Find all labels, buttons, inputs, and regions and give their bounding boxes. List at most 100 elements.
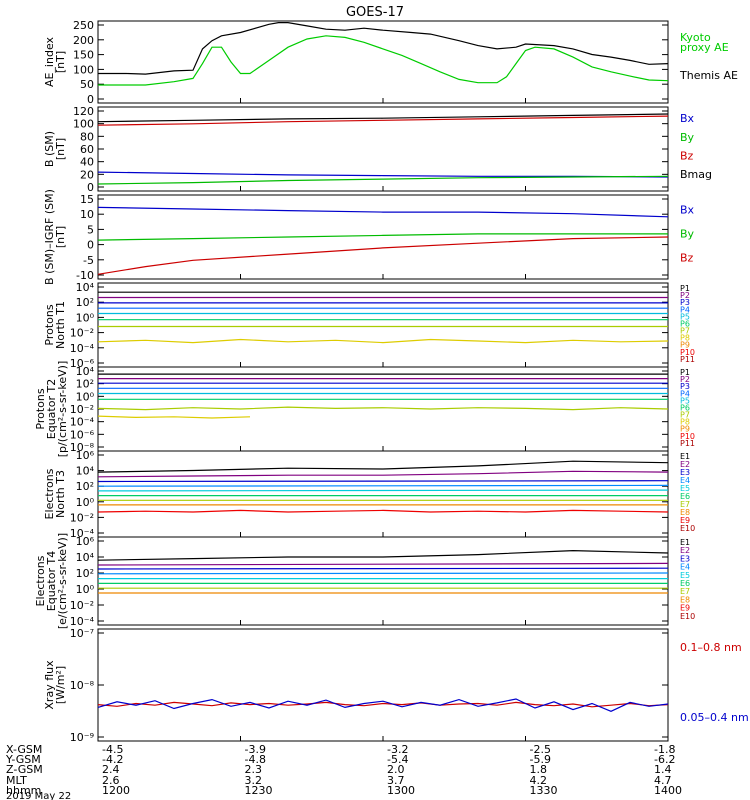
y-tick-label: 10⁻² <box>70 511 94 524</box>
bottom-axis-value: 4.2 <box>530 774 548 787</box>
y-tick-label: 40 <box>80 156 94 169</box>
panel-ylabel: North T1 <box>54 301 67 349</box>
y-tick-label: 5 <box>87 223 94 236</box>
panel-frame <box>97 194 669 280</box>
y-tick-label: 10² <box>76 567 94 580</box>
legend-entry: Bx <box>680 203 695 216</box>
y-tick-label: -10 <box>76 269 94 282</box>
y-tick-label: 10⁻² <box>70 403 94 416</box>
legend-entry: Bz <box>680 150 694 163</box>
y-tick-label: 60 <box>80 143 94 156</box>
y-tick-label: 0 <box>87 181 94 194</box>
legend-entry: P3 <box>680 298 690 307</box>
bottom-axis-value: -1.8 <box>654 743 675 756</box>
panel-data <box>97 460 669 513</box>
y-tick-label: 10⁻² <box>70 327 94 340</box>
legend-entry: P2 <box>680 375 690 384</box>
y-tick-label: 10⁴ <box>76 281 95 294</box>
y-tick-label: 10⁴ <box>76 465 95 478</box>
bottom-axis-value: -4.5 <box>102 743 123 756</box>
series-line <box>97 206 669 218</box>
bottom-axis-value: -4.2 <box>102 753 123 766</box>
y-tick-label: 10⁻⁸ <box>70 441 95 454</box>
panel-ylabel: [e/(cm²-s-sr-keV)] <box>56 533 69 629</box>
y-tick-label: 10⁻⁶ <box>70 428 95 441</box>
y-tick-label: 10⁻⁹ <box>70 731 94 744</box>
y-tick-label: 150 <box>73 49 94 62</box>
legend-entry: E7 <box>680 500 690 509</box>
series-line <box>97 549 669 561</box>
legend-entry: E8 <box>680 595 690 604</box>
series-line <box>97 415 251 419</box>
bottom-axis-value: 4.7 <box>654 774 672 787</box>
panel-ylabel: North T3 <box>54 470 67 518</box>
panel-data <box>97 113 669 185</box>
bottom-axis-value: 1200 <box>102 784 130 797</box>
legend-entry: E6 <box>680 492 690 501</box>
y-tick-label: 0 <box>87 239 94 252</box>
legend-entry: P3 <box>680 382 690 391</box>
panel-ylabel: [nT] <box>54 138 67 160</box>
y-tick-label: 0 <box>87 93 94 106</box>
series-line <box>97 115 669 126</box>
legend-entry: Bmag <box>680 168 712 181</box>
panel-data <box>97 206 669 275</box>
y-tick-label: 120 <box>73 105 94 118</box>
legend-entry: E9 <box>680 516 690 525</box>
y-tick-label: 10⁻⁴ <box>70 342 95 355</box>
bottom-axis-value: 3.2 <box>245 774 263 787</box>
bottom-axis-value: 2.4 <box>102 763 120 776</box>
y-tick-label: 10⁻⁶ <box>70 357 95 370</box>
series-line <box>97 480 669 483</box>
chart-title: GOES-17 <box>346 5 404 20</box>
bottom-axis-value: 1.8 <box>530 763 548 776</box>
legend-entry: E10 <box>680 612 695 621</box>
y-tick-label: 100 <box>73 63 94 76</box>
legend-entry: E4 <box>680 476 690 485</box>
panel-ylabel: Protons <box>34 388 47 429</box>
legend-entry: By <box>680 227 695 240</box>
legend-entry: proxy AE <box>680 41 729 54</box>
series-line <box>97 113 669 123</box>
legend-entry: P4 <box>680 305 690 314</box>
legend-entry: E7 <box>680 587 690 596</box>
bottom-axis-value: 1.4 <box>654 763 672 776</box>
bottom-axis-value: 1230 <box>245 784 273 797</box>
panel-ylabel: Electrons <box>43 468 56 519</box>
series-line <box>97 406 669 411</box>
legend-entry: P7 <box>680 327 690 336</box>
series-line <box>97 509 669 513</box>
y-tick-label: 15 <box>80 193 94 206</box>
legend-entry: E3 <box>680 468 690 477</box>
bottom-axis-value: 2.3 <box>245 763 263 776</box>
legend-entry: E5 <box>680 484 690 493</box>
bottom-axis-value: 2.0 <box>387 763 405 776</box>
y-tick-label: 10⁻⁸ <box>70 679 95 692</box>
y-tick-label: 250 <box>73 19 94 32</box>
legend-entry: P11 <box>680 355 695 364</box>
legend-entry: E10 <box>680 524 695 533</box>
y-tick-label: 10⁻⁴ <box>70 615 95 628</box>
legend-entry: P9 <box>680 341 690 350</box>
panel-ylabel: [nT] <box>54 226 67 248</box>
legend-entry: E2 <box>680 546 690 555</box>
date-label: 2019 May 22 <box>6 791 71 800</box>
legend-entry: Themis AE <box>679 69 738 82</box>
legend-entry: E1 <box>680 452 690 461</box>
bottom-axis-value: 3.7 <box>387 774 405 787</box>
bottom-axis-value: -5.9 <box>530 753 551 766</box>
panel-frame <box>97 628 669 742</box>
bottom-axis-value: -3.9 <box>245 743 266 756</box>
legend-entry: Bz <box>680 251 694 264</box>
legend-entry: P6 <box>680 319 690 328</box>
y-tick-label: 50 <box>80 78 94 91</box>
legend-entry: E8 <box>680 508 690 517</box>
y-tick-label: 10⁻⁴ <box>70 416 95 429</box>
